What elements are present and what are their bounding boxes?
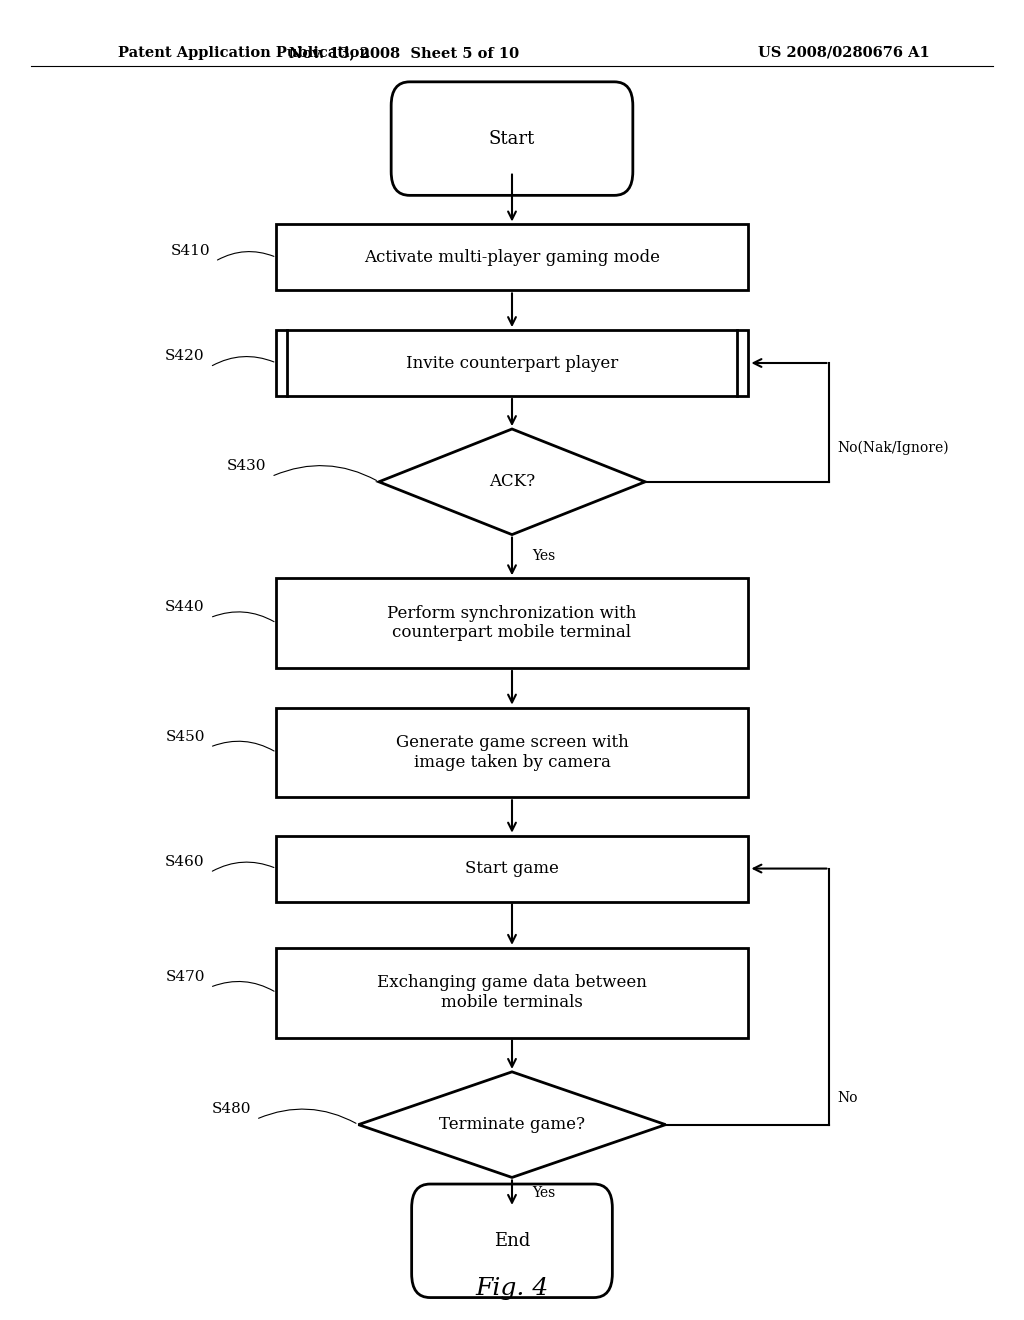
Text: Exchanging game data between
mobile terminals: Exchanging game data between mobile term… — [377, 974, 647, 1011]
Text: Yes: Yes — [532, 1185, 556, 1200]
Text: Patent Application Publication: Patent Application Publication — [118, 46, 370, 59]
Bar — [276, 224, 748, 290]
Text: Perform synchronization with
counterpart mobile terminal: Perform synchronization with counterpart… — [387, 605, 637, 642]
Text: S480: S480 — [211, 1102, 251, 1115]
Text: S430: S430 — [226, 459, 266, 473]
Text: Start game: Start game — [465, 861, 559, 876]
Polygon shape — [358, 1072, 666, 1177]
FancyBboxPatch shape — [412, 1184, 612, 1298]
FancyBboxPatch shape — [391, 82, 633, 195]
Text: Fig. 4: Fig. 4 — [475, 1278, 549, 1300]
Text: Generate game screen with
image taken by camera: Generate game screen with image taken by… — [395, 734, 629, 771]
Bar — [276, 330, 748, 396]
Text: S440: S440 — [165, 601, 205, 614]
Bar — [276, 708, 748, 797]
Text: Activate multi-player gaming mode: Activate multi-player gaming mode — [364, 249, 660, 265]
Bar — [276, 578, 748, 668]
Text: No(Nak/Ignore): No(Nak/Ignore) — [838, 441, 949, 455]
Polygon shape — [379, 429, 645, 535]
Text: Terminate game?: Terminate game? — [439, 1117, 585, 1133]
Text: S410: S410 — [170, 244, 210, 257]
Text: US 2008/0280676 A1: US 2008/0280676 A1 — [758, 46, 930, 59]
Text: End: End — [494, 1232, 530, 1250]
Text: S460: S460 — [165, 855, 205, 869]
Text: Start: Start — [488, 129, 536, 148]
Text: Nov. 13, 2008  Sheet 5 of 10: Nov. 13, 2008 Sheet 5 of 10 — [290, 46, 519, 59]
Text: No: No — [838, 1090, 858, 1105]
Bar — [276, 948, 748, 1038]
Text: S450: S450 — [165, 730, 205, 743]
Text: Invite counterpart player: Invite counterpart player — [406, 355, 618, 371]
Text: ACK?: ACK? — [488, 474, 536, 490]
Text: S420: S420 — [165, 350, 205, 363]
Bar — [276, 836, 748, 902]
Text: Yes: Yes — [532, 549, 556, 564]
Text: S470: S470 — [165, 970, 205, 983]
